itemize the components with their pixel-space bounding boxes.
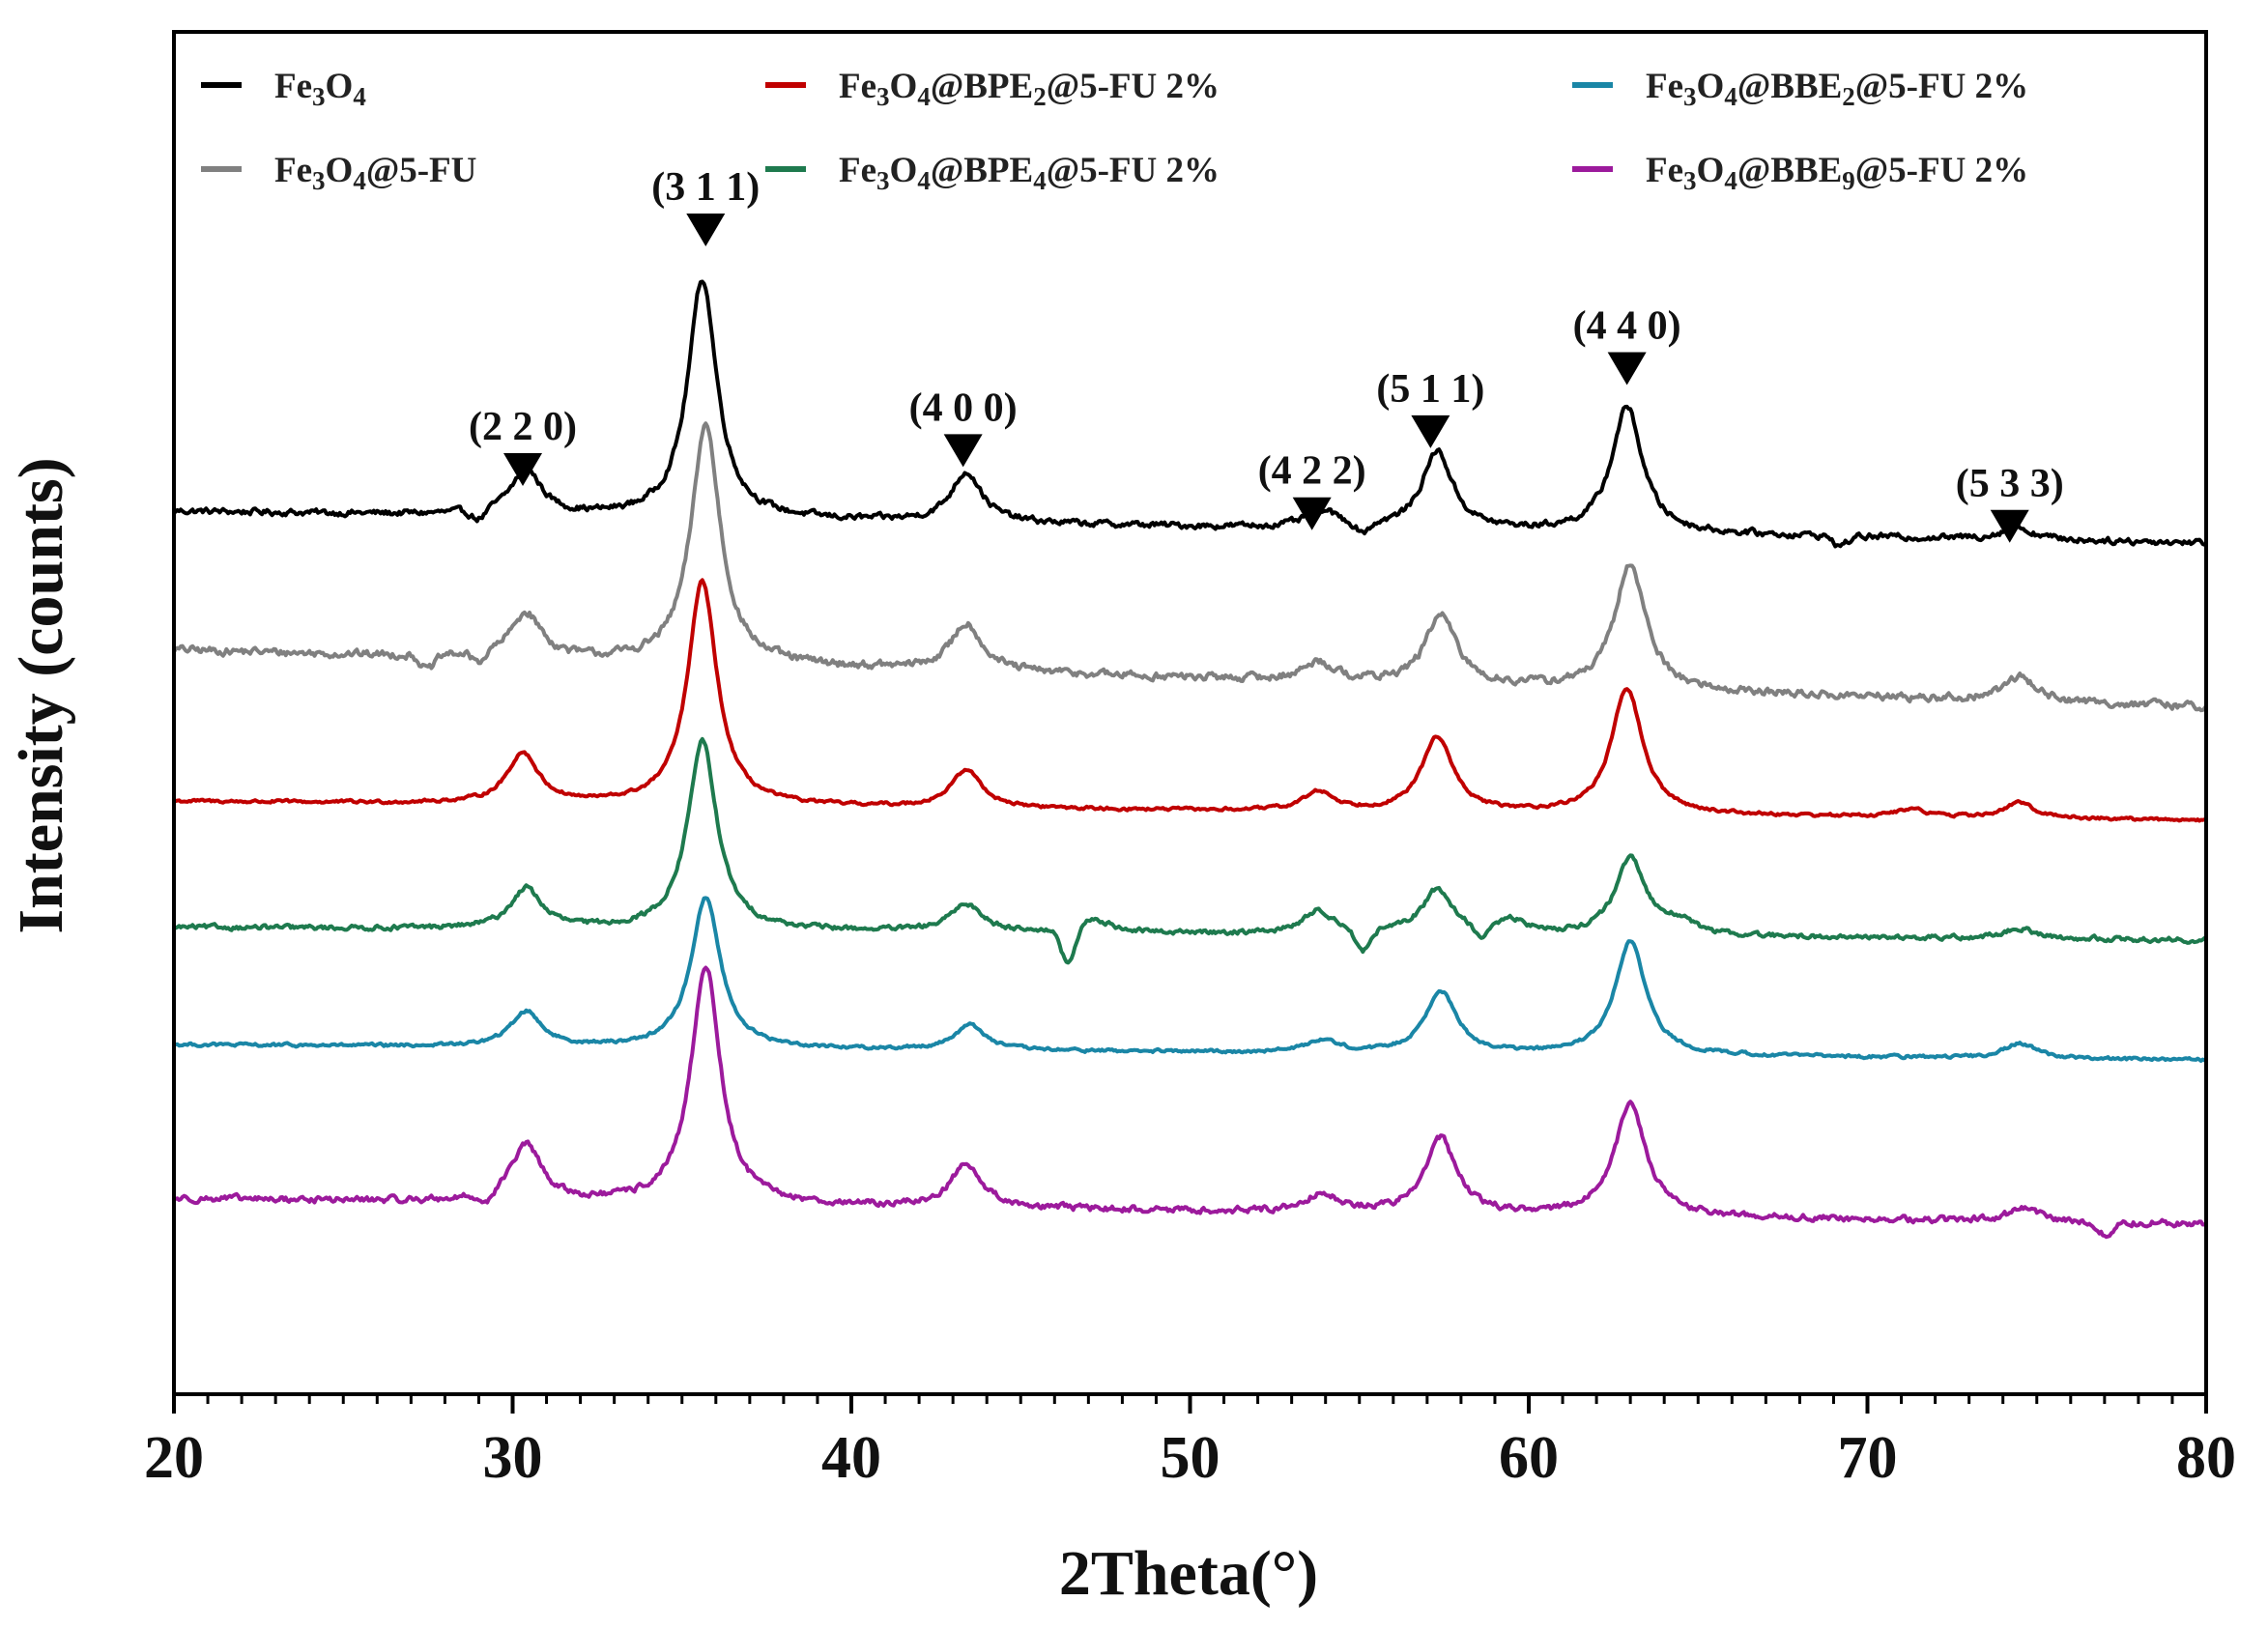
peak-marker-triangle	[1607, 352, 1647, 386]
peak-marker-triangle	[943, 434, 983, 468]
peak-label: (4 0 0)	[909, 386, 1018, 430]
legend-text-part: O	[1697, 67, 1725, 106]
x-tick-label: 20	[144, 1425, 204, 1491]
legend-subscript: 4	[1033, 166, 1047, 195]
peak-marker-triangle	[1411, 414, 1450, 448]
legend-subscript: 3	[312, 82, 326, 111]
legend-subscript: 4	[1724, 82, 1737, 111]
legend-text-part: O	[890, 67, 918, 106]
legend-text-part: @BPE	[931, 67, 1033, 106]
x-tick-label: 80	[2176, 1425, 2236, 1491]
legend-text-part: @BPE	[931, 151, 1033, 190]
legend-subscript: 2	[1842, 82, 1855, 111]
legend-subscript: 2	[1033, 82, 1047, 111]
legend-entry-label: Fe3O4@BPE4@5-FU 2%	[839, 151, 1220, 195]
legend-text-part: @5-FU	[366, 151, 477, 190]
legend-text-part: @5-FU 2%	[1855, 67, 2028, 106]
legend-text-part: @BBE	[1737, 151, 1842, 190]
series-line-3	[173, 578, 2207, 823]
legend-subscript: 4	[917, 82, 931, 111]
series-line-1	[172, 279, 2207, 549]
peak-marker-triangle	[503, 453, 543, 486]
legend-entry-label: Fe3O4@BBE9@5-FU 2%	[1646, 151, 2028, 195]
legend-text-part: O	[326, 67, 354, 106]
legend-subscript: 4	[1724, 166, 1737, 195]
peak-marker-triangle	[1990, 509, 2029, 543]
peak-markers-group: (2 2 0) (3 1 1) (4 0 0) (4 2 2)(5 1 1) (4 4 …	[469, 165, 2064, 543]
series-line-5	[173, 896, 2207, 1063]
x-tick-label: 70	[1838, 1425, 1898, 1491]
peak-label: (4 2 2)	[1258, 449, 1366, 494]
x-tick-label: 30	[483, 1425, 543, 1491]
legend-entry-label: Fe3O4@5-FU	[274, 151, 476, 195]
peak-marker-triangle	[686, 213, 726, 246]
legend-text-part: Fe	[274, 67, 312, 106]
legend-subscript: 3	[1683, 82, 1697, 111]
legend-subscript: 3	[876, 82, 890, 111]
legend-subscript: 3	[312, 166, 326, 195]
legend-subscript: 4	[917, 166, 931, 195]
legend-text-part: O	[890, 151, 918, 190]
legend-subscript: 4	[353, 82, 366, 111]
legend-text-part: Fe	[1646, 151, 1683, 190]
peak-label: (3 1 1)	[651, 165, 760, 210]
legend-text-part: Fe	[839, 151, 876, 190]
legend-entry-label: Fe3O4	[274, 67, 366, 111]
axes-group: 20 30 40 50 60 70 80	[144, 30, 2236, 1491]
legend-text-part: @5-FU 2%	[1047, 151, 1220, 190]
x-tick-label: 40	[821, 1425, 881, 1491]
legend-text-part: @BBE	[1737, 67, 1842, 106]
legend-text-part: O	[326, 151, 354, 190]
x-tick-label: 50	[1161, 1425, 1220, 1491]
peak-label: (2 2 0)	[469, 405, 577, 449]
legend-subscript: 9	[1842, 166, 1855, 195]
x-tick-label: 60	[1499, 1425, 1559, 1491]
series-line-2	[172, 421, 2208, 713]
y-axis-title: Intensity (counts)	[6, 457, 76, 933]
series-line-6	[172, 965, 2208, 1240]
legend-text-part: Fe	[274, 151, 312, 190]
legend-text-part: @5-FU 2%	[1047, 67, 1220, 106]
peak-label: (5 1 1)	[1376, 367, 1484, 412]
peak-label: (4 4 0)	[1573, 304, 1681, 349]
legend-entry-label: Fe3O4@BBE2@5-FU 2%	[1646, 67, 2028, 111]
legend-text-part: @5-FU 2%	[1855, 151, 2028, 190]
series-group	[172, 279, 2208, 1240]
legend-text-part: Fe	[1646, 67, 1683, 106]
peak-label: (5 3 3)	[1956, 462, 2064, 506]
legend-subscript: 3	[876, 166, 890, 195]
legend-entry-label: Fe3O4@BPE2@5-FU 2%	[839, 67, 1220, 111]
x-axis-title: 2Theta(°)	[1059, 1538, 1318, 1609]
legend-subscript: 4	[353, 166, 366, 195]
legend-text-part: Fe	[839, 67, 876, 106]
legend-subscript: 3	[1683, 166, 1697, 195]
peak-marker-triangle	[1292, 497, 1332, 530]
legend-text-part: O	[1697, 151, 1725, 190]
series-line-4	[172, 736, 2207, 965]
